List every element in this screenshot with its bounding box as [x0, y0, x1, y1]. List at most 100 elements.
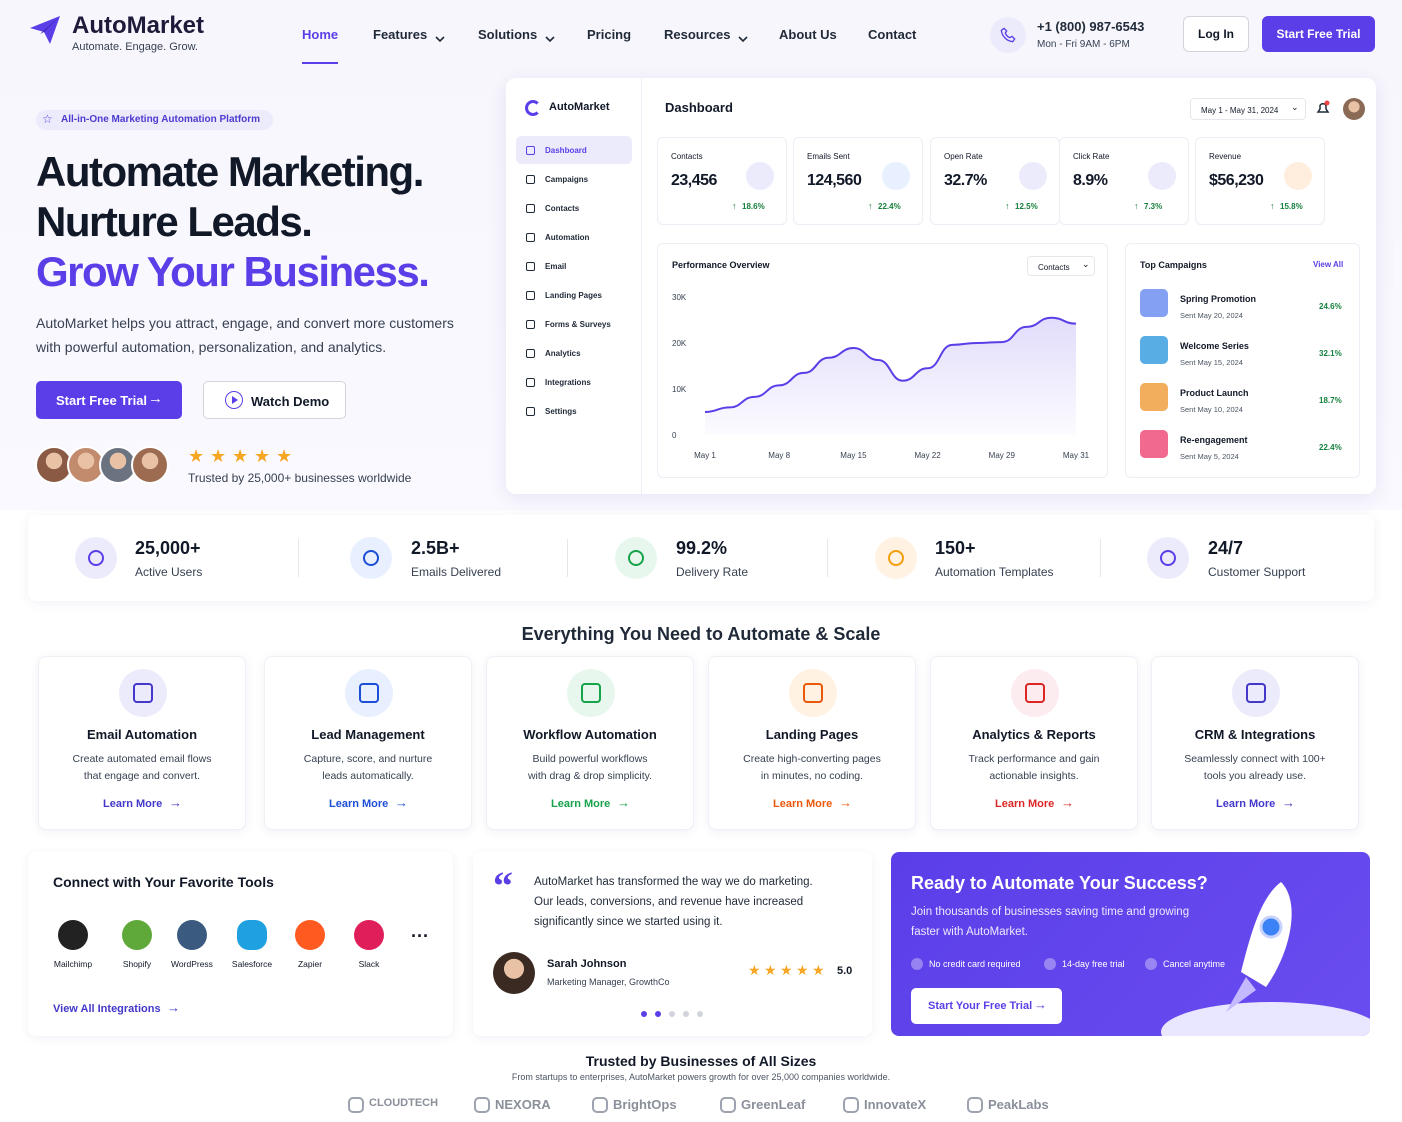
menu-item[interactable]: Campaigns: [545, 175, 589, 184]
hero-description: AutoMarket helps you attract, engage, an…: [36, 315, 454, 355]
feature-icon: [789, 669, 837, 717]
tool-logo: [295, 920, 325, 950]
y-tick-label: 10K: [672, 385, 687, 394]
stats-bar: 25,000+ Active Users 2.5B+ Emails Delivered…: [28, 515, 1374, 601]
hero-badge: ☆ All-in-One Marketing Automation Platfor…: [36, 110, 273, 130]
nav-link[interactable]: Home: [302, 27, 339, 42]
cta-card: Ready to Automate Your Success? Join thou…: [891, 852, 1370, 1036]
sidebar-divider: [641, 78, 642, 494]
cta-point: 14-day free trial: [1062, 959, 1125, 969]
campaigns-card: Top Campaigns View All Spring Promotion Sen…: [1125, 243, 1360, 478]
stat-icon: [875, 537, 917, 579]
line-area: [705, 317, 1076, 435]
dashboard-card: AutoMarket Dashboard Campaigns Contacts Auto…: [506, 78, 1376, 494]
feature-glyph: [581, 683, 601, 703]
avatar: [131, 446, 169, 484]
trusted-subtitle: From startups to enterprises, AutoMarket…: [511, 1072, 891, 1082]
kpi-card: Emails Sent 124,560 22.4% ↑: [793, 137, 923, 225]
kpi-change: 22.4%: [878, 202, 901, 211]
chart: 0 10K 20K 30K May 1 May 8 May 15 May 22 May 29 Ma…: [672, 293, 1090, 460]
kpi-label: Emails Sent: [807, 152, 850, 161]
feature-icon: [567, 669, 615, 717]
kpi-label: Open Rate: [944, 152, 983, 161]
badge-star: ☆: [42, 112, 53, 126]
chart-title: Performance Overview: [672, 260, 770, 270]
menu-item[interactable]: Analytics: [545, 349, 581, 358]
kpi-value: 124,560: [807, 172, 862, 189]
nav-link[interactable]: Pricing: [587, 27, 632, 42]
menu-item[interactable]: Email: [545, 262, 567, 271]
integrations-link[interactable]: View All Integrations: [53, 1003, 161, 1015]
feature-link[interactable]: Learn More: [329, 798, 389, 810]
date-range-text: May 1 - May 31, 2024: [1201, 106, 1279, 115]
hero-primary-button[interactable]: Start Free Trial →: [36, 381, 182, 419]
feature-link[interactable]: Learn More: [1216, 798, 1276, 810]
nav-link[interactable]: Resources: [664, 27, 731, 42]
date-range[interactable]: May 1 - May 31, 2024 ⌄: [1190, 98, 1306, 120]
cta-point: No credit card required: [929, 959, 1021, 969]
campaign-rate: 18.7%: [1319, 396, 1342, 405]
menu-item[interactable]: Dashboard: [545, 146, 587, 155]
cta-button-label: Start Your Free Trial: [928, 1000, 1033, 1012]
menu-item[interactable]: Settings: [545, 407, 577, 416]
menu-item[interactable]: Automation: [545, 233, 590, 242]
carousel-dot[interactable]: [697, 1011, 703, 1017]
feature-title: CRM & Integrations: [1194, 727, 1316, 742]
carousel-dot[interactable]: [669, 1011, 675, 1017]
hero-title-line: Automate Marketing.: [36, 148, 424, 195]
nav-link[interactable]: About Us: [779, 27, 837, 42]
feature-link[interactable]: Learn More: [995, 798, 1055, 810]
cta-button[interactable]: Start Your Free Trial →: [911, 988, 1062, 1024]
star-icon: ★: [210, 446, 227, 466]
carousel-dot[interactable]: [683, 1011, 689, 1017]
phone: +1 (800) 987-6543: [1037, 19, 1145, 34]
menu-icon: [526, 233, 535, 242]
y-tick-label: 30K: [672, 293, 687, 302]
menu-item[interactable]: Forms & Surveys: [545, 320, 611, 329]
menu-item[interactable]: Contacts: [545, 204, 580, 213]
stat-label: Automation Templates: [935, 565, 1054, 579]
up-arrow: ↑: [868, 201, 873, 211]
nav-link[interactable]: Solutions: [478, 27, 538, 42]
menu-item[interactable]: Integrations: [545, 378, 591, 387]
view-all-link[interactable]: View All: [1313, 260, 1344, 269]
campaign-icon: [1140, 430, 1168, 458]
login-button[interactable]: Log In: [1183, 16, 1249, 52]
bell-icon: [1316, 100, 1330, 116]
stat-glyph: [363, 550, 379, 566]
star-icon: ★: [254, 446, 271, 466]
dashboard-brand: AutoMarket: [549, 101, 610, 113]
feature-link[interactable]: Learn More: [103, 798, 163, 810]
hero-secondary-button[interactable]: Watch Demo: [203, 381, 346, 419]
campaign-icon: [1140, 289, 1168, 317]
dashboard-title: Dashboard: [665, 100, 733, 115]
kpi-change: 18.6%: [742, 202, 765, 211]
feature-link[interactable]: Learn More: [551, 798, 611, 810]
nav-cta-button[interactable]: Start Free Trial: [1262, 16, 1375, 52]
feature-title: Landing Pages: [765, 727, 859, 742]
carousel-dot[interactable]: [641, 1011, 647, 1017]
tool-logo: [58, 920, 88, 950]
check-icon: [1044, 958, 1056, 970]
kpi-card: Click Rate 8.9% 7.3% ↑: [1059, 137, 1189, 225]
nav-link[interactable]: Features: [373, 27, 428, 42]
active-underline: [302, 62, 338, 64]
campaign-rate: 22.4%: [1319, 443, 1342, 452]
chart-filter[interactable]: Contacts ⌄: [1027, 256, 1095, 276]
more-dots: ···: [411, 926, 429, 946]
stat-value: 99.2%: [676, 538, 728, 558]
star-icon: ★: [748, 962, 761, 978]
company-logo-icon: [474, 1097, 490, 1113]
hours: Mon - Fri 9AM - 6PM: [1037, 39, 1130, 50]
carousel-dot[interactable]: [655, 1011, 661, 1017]
menu-item[interactable]: Landing Pages: [545, 291, 602, 300]
feature-description: with drag & drop simplicity.: [527, 770, 653, 782]
kpi-change: 15.8%: [1280, 202, 1303, 211]
nav-link[interactable]: Contact: [868, 27, 917, 42]
testimonial-name: Sarah Johnson: [547, 958, 627, 970]
kpi-value: 23,456: [671, 172, 717, 189]
trusted-title: Trusted by Businesses of All Sizes: [585, 1053, 817, 1069]
feature-link[interactable]: Learn More: [773, 798, 833, 810]
feature-card: Analytics & Reports Track performance and…: [930, 656, 1138, 830]
